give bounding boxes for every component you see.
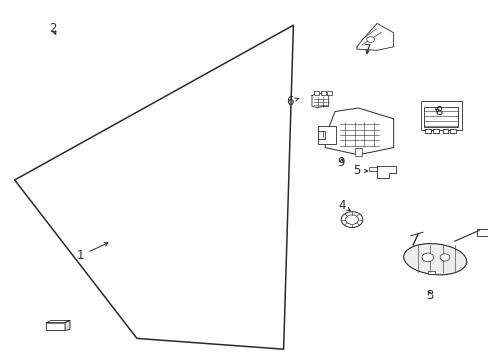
- Polygon shape: [356, 23, 393, 50]
- Bar: [317, 126, 336, 144]
- Text: 9: 9: [337, 156, 345, 169]
- Text: 7: 7: [363, 43, 371, 56]
- Text: 8: 8: [434, 105, 442, 118]
- Ellipse shape: [403, 244, 466, 275]
- Text: 3: 3: [426, 289, 433, 302]
- Circle shape: [421, 253, 433, 262]
- Bar: [449, 129, 455, 133]
- Bar: [320, 91, 325, 95]
- Bar: [432, 129, 438, 133]
- Polygon shape: [65, 320, 70, 330]
- Bar: [326, 91, 331, 95]
- Bar: [314, 91, 319, 95]
- Polygon shape: [325, 108, 393, 155]
- Circle shape: [439, 254, 449, 261]
- Bar: [424, 107, 457, 127]
- Bar: [368, 167, 376, 171]
- Circle shape: [366, 37, 374, 42]
- Bar: [420, 101, 461, 130]
- Bar: [425, 129, 430, 133]
- Text: 2: 2: [49, 22, 57, 35]
- Bar: [317, 131, 325, 139]
- Bar: [354, 148, 361, 156]
- Polygon shape: [46, 320, 70, 323]
- Polygon shape: [311, 93, 328, 108]
- Bar: [427, 271, 434, 274]
- Bar: [46, 323, 65, 330]
- Text: 5: 5: [352, 165, 367, 177]
- Polygon shape: [376, 166, 395, 178]
- Circle shape: [341, 212, 362, 228]
- Text: 6: 6: [285, 95, 299, 108]
- Bar: [476, 229, 488, 236]
- Text: 1: 1: [77, 243, 108, 262]
- Text: 4: 4: [338, 199, 349, 212]
- Circle shape: [345, 215, 358, 224]
- Bar: [442, 129, 447, 133]
